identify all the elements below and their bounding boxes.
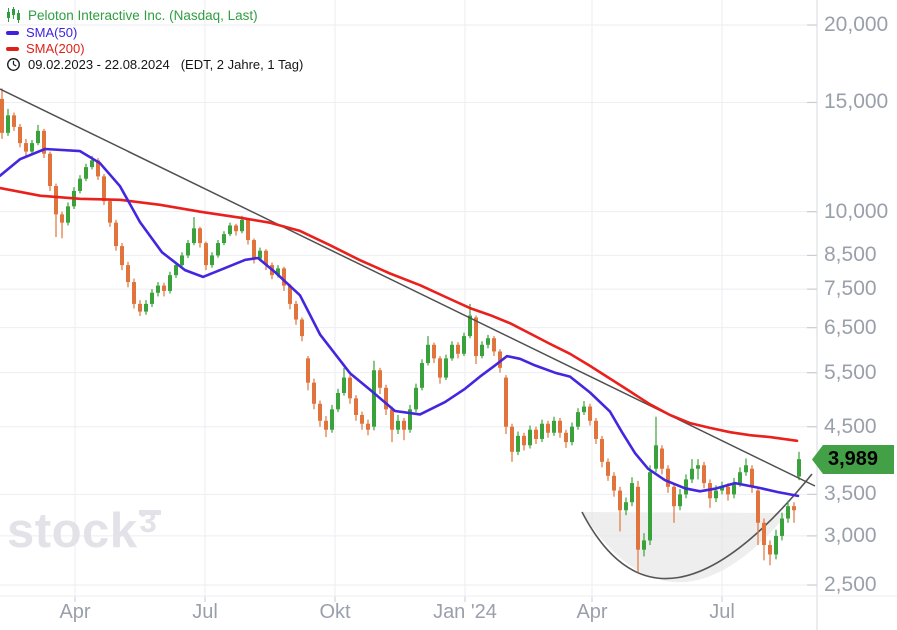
candlestick-series bbox=[0, 88, 801, 573]
x-axis-tick-label: Jan '24 bbox=[433, 601, 497, 623]
last-price-badge: 3,989 bbox=[812, 445, 894, 474]
y-axis-tick-label: 10,000 bbox=[824, 199, 889, 223]
x-axis-tick-label: Apr bbox=[576, 601, 608, 623]
sma200-line bbox=[0, 186, 799, 443]
legend-symbol-label: Peloton Interactive Inc. (Nasdaq, Last) bbox=[28, 7, 258, 23]
y-axis-tick-label: 15,000 bbox=[824, 90, 889, 114]
x-axis-tick-label: Jul bbox=[709, 601, 735, 623]
y-axis-tick-label: 7,500 bbox=[824, 277, 877, 301]
legend-timeframe-info: (EDT, 2 Jahre, 1 Tag) bbox=[180, 57, 304, 72]
legend-sma200-label: SMA(200) bbox=[26, 41, 85, 56]
y-axis-tick-label: 8,500 bbox=[824, 243, 877, 267]
y-axis-tick-label: 20,000 bbox=[824, 13, 889, 36]
legend-item-symbol[interactable]: Peloton Interactive Inc. (Nasdaq, Last) bbox=[6, 7, 258, 23]
watermark-bar bbox=[139, 510, 161, 515]
y-axis-tick-label: 6,500 bbox=[824, 315, 877, 339]
legend-date-range: 09.02.2023 - 22.08.2024 bbox=[28, 57, 170, 72]
sma200-color-swatch bbox=[6, 46, 19, 51]
legend-item-sma200[interactable]: SMA(200) bbox=[6, 41, 85, 56]
x-axis-tick-label: Okt bbox=[319, 601, 351, 623]
legend-sma50-label: SMA(50) bbox=[26, 25, 78, 40]
clock-icon bbox=[7, 58, 20, 71]
stock3-watermark-logo: stock3 bbox=[7, 503, 161, 559]
candlestick-icon bbox=[7, 7, 20, 23]
legend-item-daterange: 09.02.2023 - 22.08.2024 (EDT, 2 Jahre, 1… bbox=[6, 57, 303, 72]
sma50-line bbox=[0, 147, 800, 498]
y-axis-tick-label: 3,000 bbox=[824, 523, 877, 547]
sma50-color-swatch bbox=[6, 30, 19, 35]
legend-item-sma50[interactable]: SMA(50) bbox=[6, 25, 77, 40]
x-axis-tick-label: Apr bbox=[59, 601, 91, 623]
x-axis-tick-label: Jul bbox=[192, 601, 218, 623]
last-price-value: 3,989 bbox=[828, 448, 879, 470]
y-axis-tick-label: 4,500 bbox=[824, 414, 877, 438]
watermark-text: stock bbox=[7, 504, 138, 558]
cup-pattern-annotation[interactable] bbox=[581, 473, 813, 583]
y-axis-tick-label: 5,500 bbox=[824, 360, 877, 384]
y-axis-tick-label: 3,500 bbox=[824, 482, 877, 506]
y-axis-tick-label: 2,500 bbox=[824, 573, 877, 596]
